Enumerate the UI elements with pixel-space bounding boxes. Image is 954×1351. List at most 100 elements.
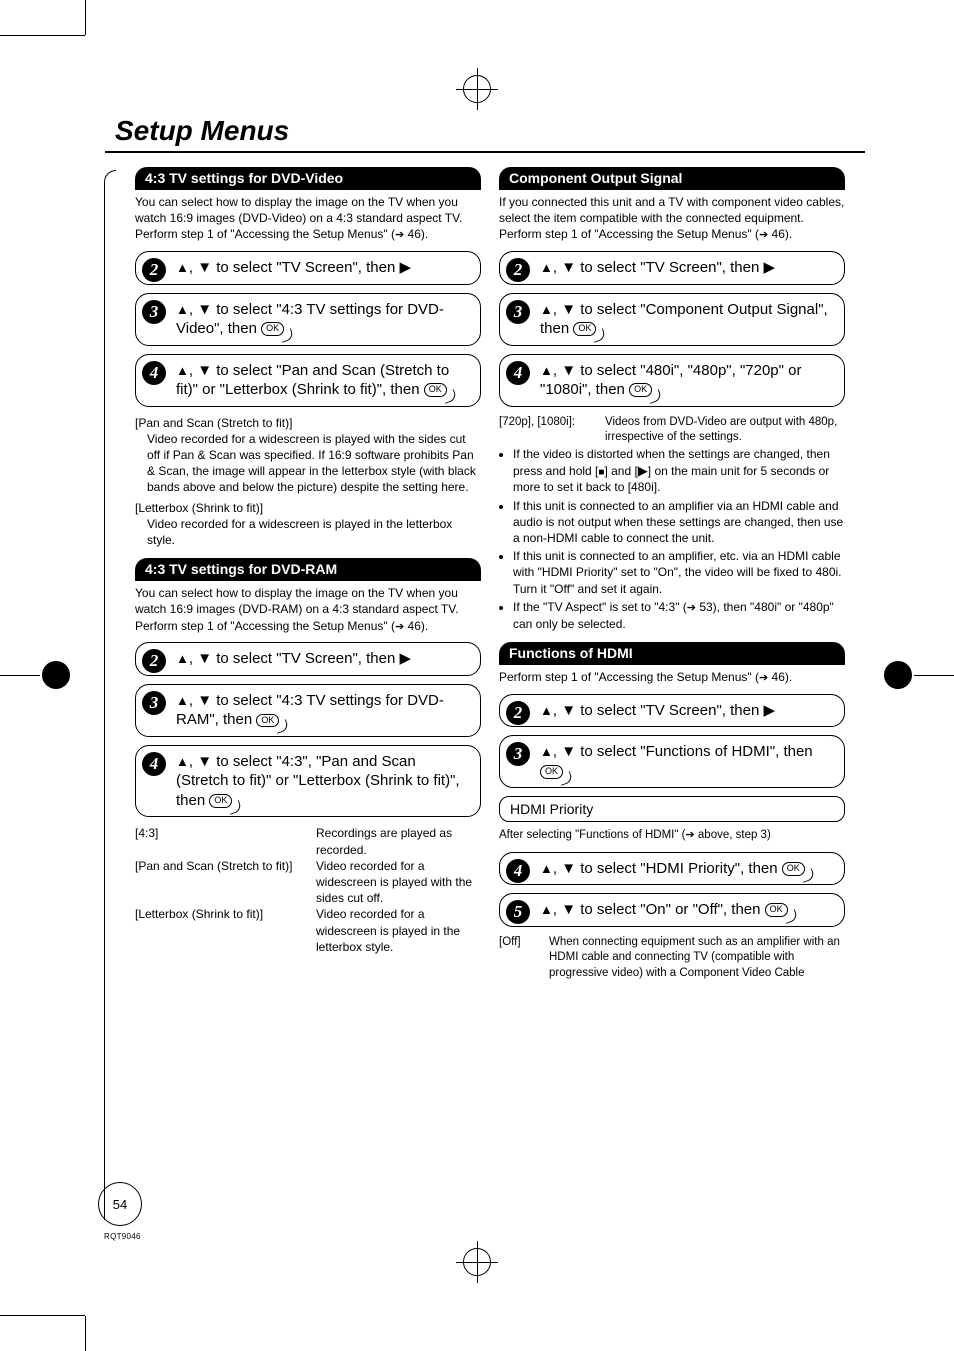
crop-mark — [85, 0, 86, 35]
section-intro: You can select how to display the image … — [135, 585, 481, 617]
arrow-icon — [685, 829, 694, 841]
text: 46). — [404, 619, 428, 633]
ok-button-icon: OK — [261, 322, 284, 336]
section-intro: You can select how to display the image … — [135, 194, 481, 226]
step-number: 2 — [506, 258, 530, 282]
registration-mark — [463, 1248, 491, 1276]
note-row: [Off] When connecting equipment such as … — [499, 935, 845, 982]
crop-mark — [0, 35, 85, 36]
arrow-icon — [687, 600, 696, 614]
crop-mark — [0, 675, 40, 676]
step-number: 4 — [506, 361, 530, 385]
text: If the "TV Aspect" is set to "4:3" ( — [513, 600, 687, 614]
step-box: 2 , ▼ to select "TV Screen", then ▶ — [135, 642, 481, 676]
up-icon — [540, 860, 553, 877]
def-key: [Pan and Scan (Stretch to fit)] — [135, 858, 310, 907]
ok-button-icon: OK — [573, 322, 596, 336]
crop-mark — [42, 661, 70, 689]
text: ] and [ — [604, 464, 637, 478]
definition-table: [4:3]Recordings are played as recorded. … — [135, 825, 481, 955]
up-icon — [540, 901, 553, 918]
step-text: , ▼ to select "TV Screen", then ▶ — [189, 650, 411, 667]
step-box: 4 , ▼ to select "HDMI Priority", then OK — [499, 852, 845, 886]
up-icon — [176, 362, 189, 379]
step-box: 3 , ▼ to select "4:3 TV settings for DVD… — [135, 684, 481, 737]
ok-button-icon: OK — [209, 794, 232, 808]
section-heading: Functions of HDMI — [499, 642, 845, 665]
step-number: 3 — [506, 742, 530, 766]
step-number: 3 — [506, 300, 530, 324]
step-text: , ▼ to select "Pan and Scan (Stretch to … — [176, 362, 449, 399]
list-item: If the video is distorted when the setti… — [513, 446, 845, 496]
crop-mark — [884, 661, 912, 689]
text: above, step 3) — [695, 829, 771, 841]
up-icon — [540, 702, 553, 719]
section-intro: Perform step 1 of "Accessing the Setup M… — [135, 618, 481, 635]
arrow-icon — [395, 227, 404, 241]
step-number: 4 — [142, 361, 166, 385]
def-val: Video recorded for a widescreen is playe… — [316, 858, 481, 907]
up-icon — [540, 362, 553, 379]
step-number: 4 — [506, 859, 530, 883]
up-icon — [176, 753, 189, 770]
step-text: , ▼ to select "TV Screen", then ▶ — [553, 702, 775, 719]
sub-heading: HDMI Priority — [499, 796, 845, 822]
text: 46). — [768, 670, 792, 684]
step-number: 3 — [142, 691, 166, 715]
crop-mark — [0, 1315, 85, 1316]
arrow-icon — [759, 227, 768, 241]
step-number: 2 — [506, 701, 530, 725]
definition-term: [Letterbox (Shrink to fit)] — [135, 500, 481, 516]
up-icon — [176, 301, 189, 318]
up-icon — [540, 259, 553, 276]
up-icon — [540, 743, 553, 760]
page-title: Setup Menus — [115, 115, 845, 147]
up-icon — [176, 259, 189, 276]
step-text: , ▼ to select "HDMI Priority", then — [553, 860, 782, 877]
text: Perform step 1 of "Accessing the Setup M… — [499, 227, 759, 241]
step-box: 2 , ▼ to select "TV Screen", then ▶ — [499, 251, 845, 285]
text: Perform step 1 of "Accessing the Setup M… — [499, 670, 759, 684]
list-item: If the "TV Aspect" is set to "4:3" ( 53)… — [513, 599, 845, 632]
text: Perform step 1 of "Accessing the Setup M… — [135, 227, 395, 241]
crop-mark — [85, 1316, 86, 1351]
step-text: , ▼ to select "480i", "480p", "720p" or … — [540, 362, 801, 399]
up-icon — [176, 692, 189, 709]
list-item: If this unit is connected to an amplifie… — [513, 548, 845, 597]
step-text: , ▼ to select "On" or "Off", then — [553, 901, 765, 918]
up-icon — [540, 301, 553, 318]
registration-mark — [463, 75, 491, 103]
step-text: , ▼ to select "4:3 TV settings for DVD-R… — [176, 692, 444, 729]
title-rule — [105, 151, 865, 153]
right-column: Component Output Signal If you connected… — [499, 167, 845, 981]
text: 46). — [768, 227, 792, 241]
definition-term: [Pan and Scan (Stretch to fit)] — [135, 415, 481, 431]
step-box: 4 , ▼ to select "Pan and Scan (Stretch t… — [135, 354, 481, 407]
note-val: When connecting equipment such as an amp… — [549, 935, 845, 982]
page-content: Setup Menus 4:3 TV settings for DVD-Vide… — [115, 115, 845, 981]
section-intro: If you connected this unit and a TV with… — [499, 194, 845, 226]
step-box: 2 , ▼ to select "TV Screen", then ▶ — [135, 251, 481, 285]
definition-desc: Video recorded for a widescreen is playe… — [135, 516, 481, 548]
step-box: 2 , ▼ to select "TV Screen", then ▶ — [499, 694, 845, 728]
step-box: 3 , ▼ to select "Component Output Signal… — [499, 293, 845, 346]
note-key: [720p], [1080i]: — [499, 415, 599, 446]
play-icon — [638, 464, 648, 478]
step-text: , ▼ to select "4:3 TV settings for DVD-V… — [176, 301, 444, 338]
note-row: [720p], [1080i]: Videos from DVD-Video a… — [499, 415, 845, 446]
page-number: 54 — [98, 1182, 142, 1226]
def-key: [4:3] — [135, 825, 310, 857]
step-number: 4 — [142, 752, 166, 776]
def-key: [Letterbox (Shrink to fit)] — [135, 906, 310, 955]
note-key: [Off] — [499, 935, 539, 982]
text: After selecting "Functions of HDMI" ( — [499, 829, 685, 841]
crop-mark — [914, 675, 954, 676]
left-column: 4:3 TV settings for DVD-Video You can se… — [135, 167, 481, 981]
definition-desc: Video recorded for a widescreen is playe… — [135, 431, 481, 496]
step-number: 5 — [506, 900, 530, 924]
ok-button-icon: OK — [765, 903, 788, 917]
text: 46). — [404, 227, 428, 241]
section-heading: Component Output Signal — [499, 167, 845, 190]
step-text: , ▼ to select "TV Screen", then ▶ — [189, 259, 411, 276]
step-text: , ▼ to select "Functions of HDMI", then — [553, 743, 813, 760]
